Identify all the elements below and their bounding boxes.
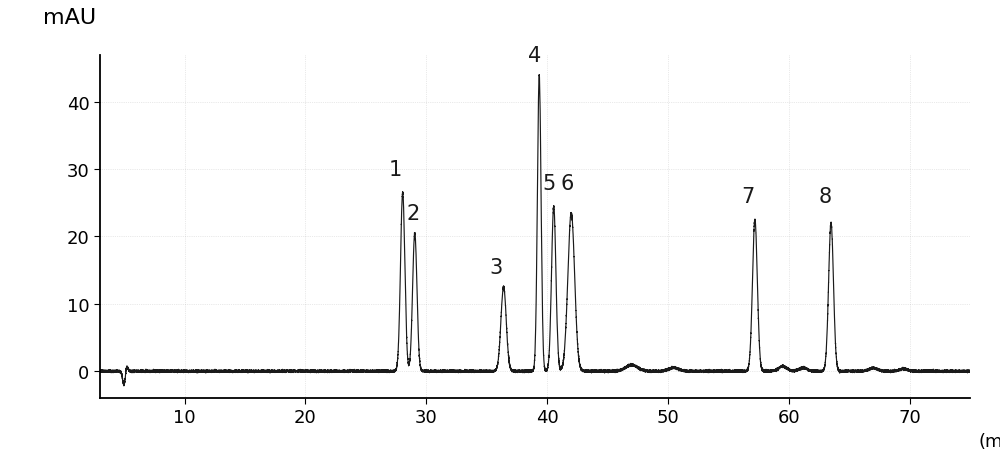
Text: 2: 2 [406,204,420,224]
Text: 5: 5 [543,173,556,193]
Text: (min): (min) [979,432,1000,450]
Text: 3: 3 [490,257,503,277]
Text: 4: 4 [528,46,542,66]
Text: 6: 6 [561,173,574,193]
Text: mAU: mAU [43,8,97,28]
Text: 1: 1 [388,160,401,180]
Text: 7: 7 [741,187,754,206]
Text: 8: 8 [818,187,832,206]
